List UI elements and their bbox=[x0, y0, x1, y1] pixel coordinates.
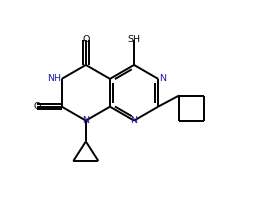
Text: O: O bbox=[82, 35, 90, 44]
Text: NH: NH bbox=[47, 74, 61, 83]
Text: N: N bbox=[130, 116, 137, 125]
Text: SH: SH bbox=[128, 35, 140, 44]
Text: O: O bbox=[33, 102, 40, 111]
Text: N: N bbox=[82, 116, 89, 125]
Text: N: N bbox=[159, 74, 166, 83]
